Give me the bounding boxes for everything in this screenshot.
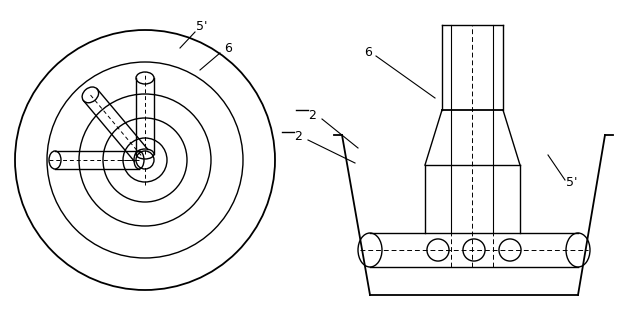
- Text: 2: 2: [308, 108, 316, 122]
- Text: 5': 5': [566, 175, 578, 188]
- Text: 6: 6: [224, 42, 232, 54]
- Text: 5': 5': [196, 20, 208, 34]
- Text: 6: 6: [364, 45, 372, 59]
- Text: 2: 2: [294, 131, 302, 143]
